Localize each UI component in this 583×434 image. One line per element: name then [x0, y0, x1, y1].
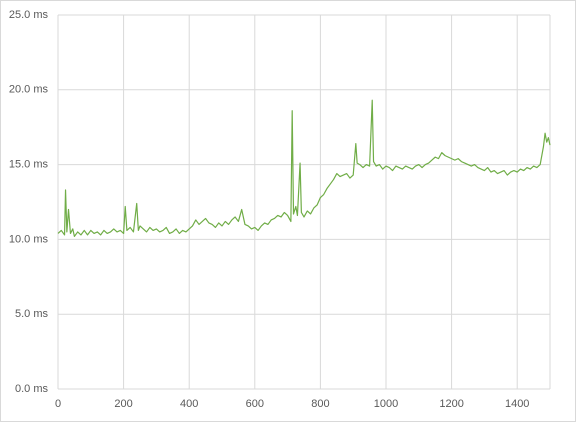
chart-border	[0, 0, 576, 422]
x-tick-label: 1200	[439, 398, 463, 410]
x-tick-label: 800	[311, 398, 329, 410]
y-tick-label: 0.0 ms	[15, 383, 49, 395]
y-tick-label: 10.0 ms	[9, 233, 49, 245]
y-tick-label: 20.0 ms	[9, 84, 49, 96]
x-tick-label: 0	[55, 398, 61, 410]
x-tick-label: 200	[114, 398, 132, 410]
y-tick-label: 5.0 ms	[15, 308, 49, 320]
data-line	[57, 99, 551, 238]
x-tick-label: 1000	[374, 398, 398, 410]
x-tick-label: 600	[246, 398, 264, 410]
y-tick-label: 15.0 ms	[9, 159, 49, 171]
y-tick-label: 25.0 ms	[9, 9, 49, 21]
x-tick-label: 1400	[505, 398, 529, 410]
x-tick-label: 400	[180, 398, 198, 410]
